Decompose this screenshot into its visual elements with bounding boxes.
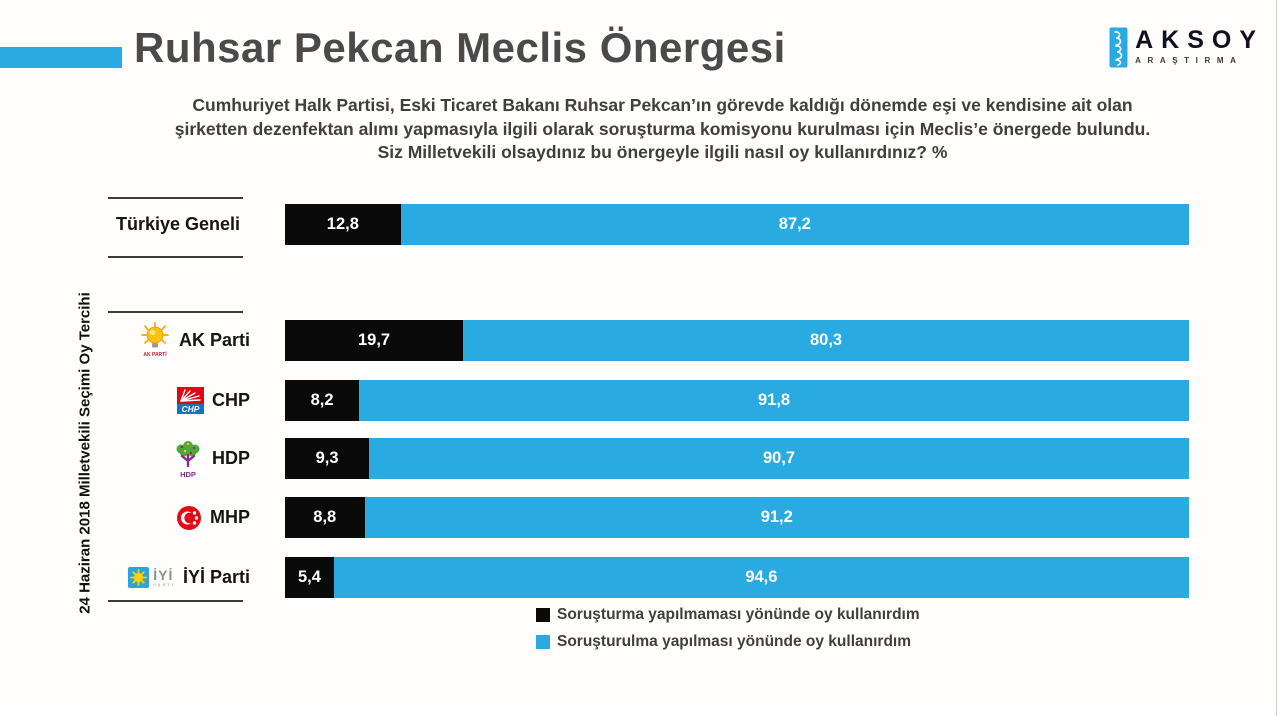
- row-label-text: Türkiye Geneli: [115, 214, 241, 234]
- iyi-wordmark-text: İYİ: [153, 567, 174, 583]
- aksoy-logo-icon: [1109, 27, 1128, 68]
- question-line-2: şirketten dezenfektan alımı yapmasıyla i…: [174, 118, 1151, 139]
- iyi-parti-wordmark: İYİ PARTİ: [153, 568, 175, 587]
- iyi-parti-logo: İYİ PARTİ: [128, 567, 175, 588]
- brand-name: AKSOY: [1135, 26, 1264, 54]
- chp-logo-caption: CHP: [182, 404, 200, 414]
- divider-line-bottom-parties: [108, 600, 243, 602]
- row-label-text: AK Parti: [178, 330, 250, 350]
- title-accent-bar: [0, 47, 122, 68]
- chart-legend: Soruşturma yapılmaması yönünde oy kullan…: [536, 606, 920, 660]
- hdp-logo-caption: HDP: [180, 470, 196, 479]
- question-text: Cumhuriyet Halk Partisi, Eski Ticaret Ba…: [140, 94, 1185, 165]
- row-label-text: MHP: [210, 507, 250, 527]
- question-line-1: Cumhuriyet Halk Partisi, Eski Ticaret Ba…: [192, 95, 1133, 115]
- brand-logo: AKSOY ARAŞTIRMA: [1109, 27, 1264, 68]
- value-label: 87,2: [778, 215, 811, 233]
- bar-iyi-parti: 5,4 94,6: [285, 557, 1189, 598]
- bar-segment-no-investigation: 8,8: [285, 497, 365, 538]
- right-edge-line: [1275, 0, 1277, 716]
- value-label: 5,4: [297, 568, 321, 586]
- row-label-text: İYİ Parti: [182, 567, 250, 587]
- iyi-parti-logo-icon: [128, 567, 150, 588]
- ak-parti-logo-icon: AK PARTİ: [141, 322, 169, 358]
- bar-segment-no-investigation: 8,2: [285, 380, 360, 421]
- value-label: 9,3: [315, 449, 339, 467]
- value-label: 80,3: [809, 331, 843, 349]
- divider-line-top-parties: [108, 311, 243, 313]
- mhp-logo-icon: [177, 505, 201, 530]
- value-label: 90,7: [762, 449, 796, 467]
- row-label-text: HDP: [211, 448, 250, 468]
- bar-segment-no-investigation: 9,3: [285, 438, 370, 479]
- ak-parti-logo-caption: AK PARTİ: [143, 351, 167, 358]
- brand-subname: ARAŞTIRMA: [1135, 56, 1243, 65]
- row-label-ak-parti: AK PARTİ AK Parti: [106, 320, 250, 361]
- value-label: 91,8: [757, 391, 791, 409]
- legend-swatch-blue: [536, 635, 550, 649]
- chart-row-hdp: HDP HDP 9,3 90,7: [0, 438, 1280, 479]
- legend-label: Soruşturulma yapılması yönünde oy kullan…: [557, 633, 911, 650]
- row-label-hdp: HDP HDP: [106, 438, 250, 479]
- bar-segment-investigation: 91,2: [364, 497, 1189, 538]
- bar-mhp: 8,8 91,2: [285, 497, 1189, 538]
- bar-segment-investigation: 91,8: [359, 380, 1189, 421]
- bar-ak-parti: 19,7 80,3: [285, 320, 1189, 361]
- row-label-text: CHP: [211, 390, 250, 410]
- row-label-mhp: MHP: [106, 497, 250, 538]
- bar-segment-investigation: 94,6: [333, 557, 1189, 598]
- bar-segment-no-investigation: 5,4: [285, 557, 334, 598]
- page-title: Ruhsar Pekcan Meclis Önergesi: [134, 24, 786, 71]
- chart-row-mhp: MHP 8,8 91,2: [0, 497, 1280, 538]
- bar-turkiye-geneli: 12,8 87,2: [285, 204, 1189, 245]
- value-label: 94,6: [745, 568, 778, 586]
- bar-segment-investigation: 90,7: [369, 438, 1189, 479]
- value-label: 8,8: [313, 508, 337, 526]
- bar-segment-investigation: 80,3: [463, 320, 1189, 361]
- bar-segment-no-investigation: 12,8: [285, 204, 401, 245]
- chart-row-turkiye-geneli: Türkiye Geneli 12,8 87,2: [0, 204, 1280, 245]
- chart-row-iyi-parti: İYİ PARTİ İYİ Parti 5,4 94,6: [0, 557, 1280, 598]
- chart-row-ak-parti: AK PARTİ AK Parti 19,7 80,3: [0, 320, 1280, 361]
- bar-chp: 8,2 91,8: [285, 380, 1189, 421]
- value-label: 19,7: [357, 331, 391, 349]
- chp-logo-icon: CHP: [176, 387, 204, 414]
- legend-item-investigation: Soruşturulma yapılması yönünde oy kullan…: [536, 633, 920, 651]
- value-label: 8,2: [310, 391, 334, 409]
- legend-label: Soruşturma yapılmaması yönünde oy kullan…: [557, 606, 920, 623]
- bar-segment-no-investigation: 19,7: [285, 320, 464, 361]
- bar-hdp: 9,3 90,7: [285, 438, 1189, 479]
- row-label-iyi-parti: İYİ PARTİ İYİ Parti: [106, 557, 250, 598]
- divider-line-bottom-overall: [108, 256, 243, 258]
- divider-line-top-overall: [108, 197, 243, 199]
- row-label-turkiye-geneli: Türkiye Geneli: [106, 204, 250, 245]
- hdp-logo-icon: HDP: [176, 440, 200, 479]
- legend-item-no-investigation: Soruşturma yapılmaması yönünde oy kullan…: [536, 606, 920, 624]
- legend-swatch-black: [536, 608, 550, 622]
- value-label: 12,8: [326, 215, 359, 233]
- question-line-3: Siz Milletvekili olsaydınız bu önergeyle…: [377, 142, 948, 162]
- brand-text: AKSOY ARAŞTIRMA: [1135, 27, 1264, 65]
- bar-segment-investigation: 87,2: [400, 204, 1189, 245]
- iyi-wordmark-sub: PARTİ: [153, 582, 175, 587]
- chart-row-chp: CHP CHP 8,2 91,8: [0, 380, 1280, 421]
- value-label: 91,2: [760, 508, 793, 526]
- row-label-chp: CHP CHP: [106, 380, 250, 421]
